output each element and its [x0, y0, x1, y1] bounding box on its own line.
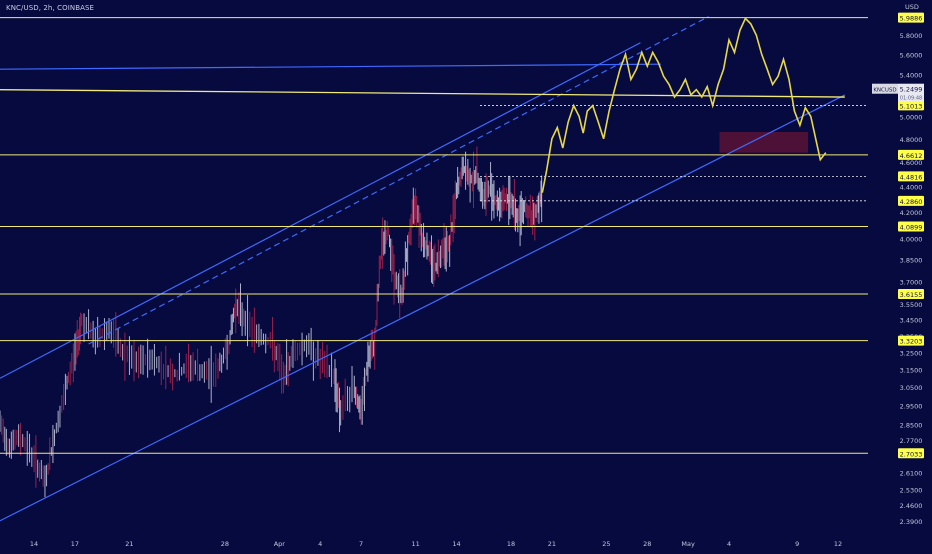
- channel-line-3: [88, 16, 709, 345]
- y-tick-label: 5.6000: [900, 51, 923, 59]
- channel-line-4: [0, 63, 661, 70]
- level-label: 4.0899: [900, 223, 923, 231]
- y-tick-label: 2.4600: [900, 502, 923, 510]
- x-tick-label: 14: [452, 540, 460, 548]
- level-label: 3.3203: [900, 338, 923, 346]
- x-tick-label: 7: [359, 540, 363, 548]
- x-tick-label: 4: [727, 540, 731, 548]
- level-label-bg: [898, 100, 924, 111]
- y-tick-label: 3.0500: [900, 384, 923, 392]
- level-label-bg: [898, 221, 924, 232]
- y-tick-label: 2.9500: [900, 402, 923, 410]
- y-tick-label: 3.7000: [900, 278, 923, 286]
- x-tick-label: 21: [125, 540, 133, 548]
- y-tick-label: 2.7700: [900, 437, 923, 445]
- x-tick-label: 18: [507, 540, 515, 548]
- y-tick-label: 2.5300: [900, 487, 923, 495]
- y-axis-unit: USD: [905, 3, 919, 11]
- symbol-badge: [872, 83, 898, 94]
- symbol-label: KNCUSD: [873, 88, 896, 94]
- y-tick-label: 4.8000: [900, 136, 923, 144]
- y-tick-label: 3.4500: [900, 317, 923, 325]
- level-label-bg: [898, 195, 924, 206]
- x-tick-label: 17: [71, 540, 79, 548]
- last-price-value: 5.2499: [900, 86, 923, 94]
- level-label-bg: [898, 448, 924, 459]
- y-tick-label: 5.4000: [900, 71, 923, 79]
- x-tick-label: 11: [411, 540, 419, 548]
- y-tick-label: 4.2000: [900, 209, 923, 217]
- y-tick-label: 3.1500: [900, 367, 923, 375]
- x-tick-label: 28: [643, 540, 651, 548]
- y-tick-label: 3.2500: [900, 349, 923, 357]
- x-tick-label: 14: [30, 540, 38, 548]
- x-tick-label: 12: [834, 540, 842, 548]
- level-label-bg: [898, 149, 924, 160]
- x-tick-label: 21: [548, 540, 556, 548]
- level-label: 5.9886: [900, 15, 923, 23]
- y-tick-label: 4.4000: [900, 183, 923, 191]
- last-price-countdown: 01:09:48: [900, 96, 922, 102]
- y-tick-label: 5.8000: [900, 32, 923, 40]
- level-label-bg: [898, 289, 924, 300]
- level-label: 2.7033: [900, 450, 923, 458]
- x-tick-label: May: [681, 540, 695, 548]
- channel-line-2: [0, 94, 846, 522]
- chart-title: KNC/USD, 2h, COINBASE: [6, 4, 95, 12]
- level-label: 4.2860: [900, 198, 923, 206]
- level-label: 3.6155: [900, 291, 923, 299]
- resistance-line: [0, 89, 845, 98]
- level-label-bg: [898, 171, 924, 182]
- price-line: [541, 17, 827, 193]
- y-tick-label: 2.8500: [900, 421, 923, 429]
- y-tick-label: 3.8500: [900, 257, 923, 265]
- x-tick-label: 4: [318, 540, 322, 548]
- y-tick-label: 4.6000: [900, 159, 923, 167]
- y-tick-label: 2.3900: [900, 518, 923, 526]
- x-tick-label: Apr: [274, 540, 286, 548]
- y-tick-label: 2.6100: [900, 470, 923, 478]
- x-tick-label: 28: [221, 540, 229, 548]
- y-tick-label: 5.0000: [900, 113, 923, 121]
- y-tick-label: 4.0000: [900, 236, 923, 244]
- level-label: 5.1013: [900, 102, 923, 110]
- level-label: 4.4816: [900, 173, 923, 181]
- level-label-bg: [898, 12, 924, 23]
- level-label-bg: [898, 335, 924, 346]
- channel-line-1: [0, 42, 641, 379]
- x-tick-label: 9: [795, 540, 799, 548]
- last-price-badge: [898, 83, 924, 102]
- level-label: 4.6612: [900, 152, 923, 160]
- x-tick-label: 25: [602, 540, 610, 548]
- supply-zone: [719, 131, 809, 153]
- y-tick-label: 3.5500: [900, 301, 923, 309]
